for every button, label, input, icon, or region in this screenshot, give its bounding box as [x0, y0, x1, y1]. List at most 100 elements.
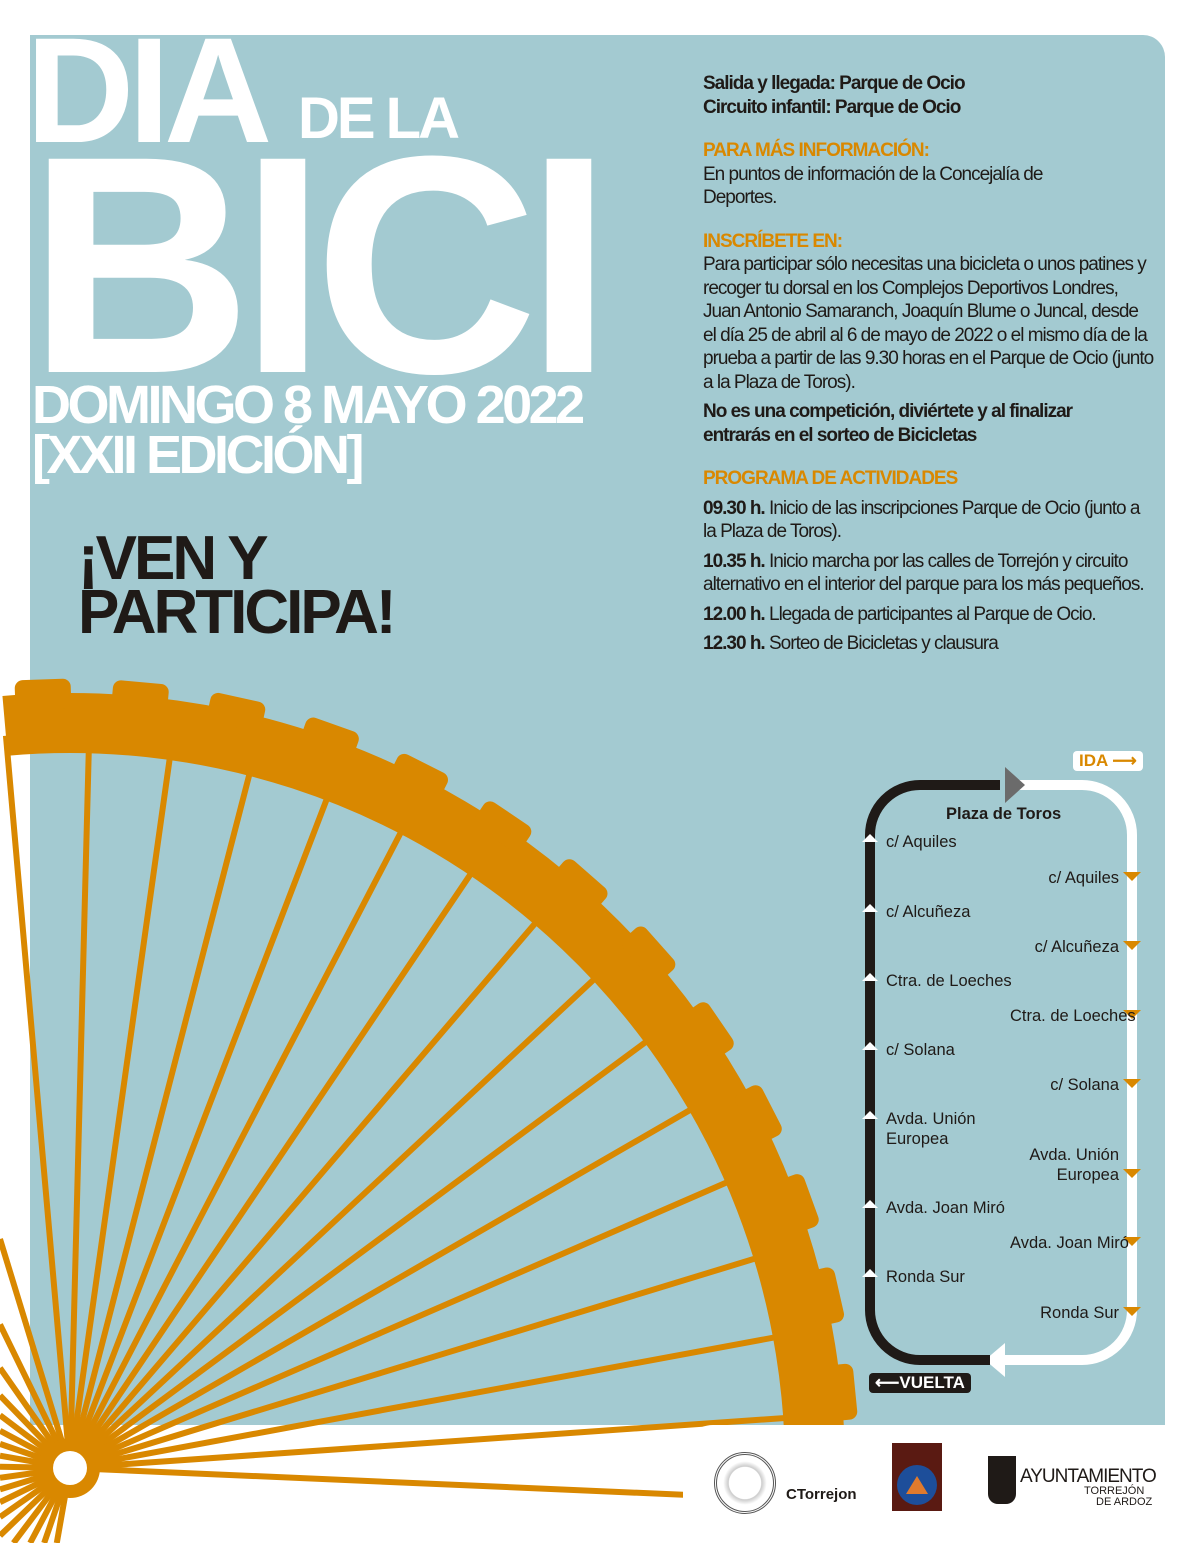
down-arrow-icon [1123, 872, 1141, 881]
wheel-spoke [0, 1238, 73, 1469]
arrow-left-icon: ⟵ [875, 1373, 900, 1392]
tire-knob [683, 1002, 734, 1060]
ida-street-label: c/ Solana [1050, 1076, 1119, 1094]
ida-street-label: c/ Aquiles [1048, 869, 1119, 887]
down-arrow-icon [1123, 1169, 1141, 1178]
down-arrow-icon [1123, 1237, 1141, 1246]
down-arrow-icon [1123, 1307, 1141, 1316]
start-arrow-icon [1005, 767, 1025, 803]
wheel-spoke [68, 1028, 663, 1471]
vuelta-street-label: Ctra. de Loeches [886, 972, 1012, 990]
slogan-line2: PARTICIPA! [78, 578, 397, 647]
program-item: 09.30 h. Inicio de las inscripciones Par… [703, 497, 1155, 544]
vuelta-street-label: c/ Aquiles [886, 833, 957, 851]
program-item: 12.30 h. Sorteo de Bicicletas y clausura [703, 632, 1155, 656]
wheel-spoke [67, 856, 484, 1470]
ida-path [1000, 780, 1137, 1365]
wheel-spoke [68, 1172, 746, 1471]
route-top-label: Plaza de Toros [946, 805, 1062, 823]
logo-proteccion-civil [892, 1443, 942, 1511]
down-arrow-icon [1123, 941, 1141, 950]
tire-knob [300, 717, 359, 761]
kids-info: Circuito infantil: Parque de Ocio [703, 96, 961, 118]
vuelta-street-label: Ronda Sur [886, 1268, 965, 1286]
edition: [XXII EDICIÓN] [32, 425, 365, 485]
logo-ayuntamiento-shield [988, 1456, 1016, 1504]
tire-knob [552, 859, 608, 913]
wheel-rim [2, 693, 845, 1496]
program-heading: PROGRAMA DE ACTIVIDADES [703, 468, 958, 489]
ida-end-arrow-icon [985, 1343, 1005, 1377]
tire-knob [622, 926, 676, 982]
title-bici: BICI [28, 91, 612, 438]
ida-tag: IDA ⟶ [1073, 751, 1143, 771]
slogan: ¡VEN Y PARTICIPA! [78, 524, 397, 647]
tire-knob [775, 1174, 819, 1233]
vuelta-street-label: Avda. Unión Europea [886, 1110, 976, 1148]
wheel-spoke [69, 1465, 805, 1504]
program-item: 10.35 h. Inicio marcha por las calles de… [703, 550, 1155, 597]
tire-knob [207, 692, 266, 732]
wheel-spoke [67, 739, 176, 1469]
up-arrow-icon [862, 904, 878, 912]
ida-street-label: c/ Alcuñeza [1034, 938, 1119, 956]
program-text: Inicio de las inscripciones Parque de Oc… [703, 497, 1140, 543]
program-item: 12.00 h. Llegada de participantes al Par… [703, 603, 1155, 627]
wheel-hub-center [53, 1451, 87, 1485]
notice: No es una competición, diviértete y al f… [703, 401, 1073, 446]
program-time: 12.00 h. [703, 603, 766, 625]
wheel-spoke [69, 1413, 804, 1471]
register-heading: INSCRÍBETE EN: [703, 230, 843, 252]
down-arrow-icon [1123, 1010, 1141, 1019]
program-text: Llegada de participantes al Parque de Oc… [769, 603, 1097, 625]
wheel-spoke [67, 814, 413, 1470]
wheel-spoke [69, 1250, 774, 1471]
wheel-spoke [69, 1331, 794, 1471]
more-info-text: En puntos de información de la Concejalí… [703, 163, 1043, 209]
logo-ayuntamiento-text: AYUNTAMIENTO TORREJÓN DE ARDOZ [1020, 1466, 1157, 1508]
wheel-spoke [67, 755, 257, 1469]
wheel-spoke [67, 780, 337, 1470]
tire-knob [389, 753, 448, 801]
register-text: Para participar sólo necesitas una bicic… [703, 254, 1154, 393]
start-info: Salida y llegada: Parque de Ocio [703, 73, 966, 94]
more-info-heading: PARA MÁS INFORMACIÓN: [703, 140, 930, 161]
program-time: 10.35 h. [703, 550, 766, 572]
wheel-spoke [67, 733, 93, 1469]
tire-knob [823, 1363, 858, 1422]
ida-street-label: Ctra. de Loeches [1010, 1007, 1136, 1025]
ardoz-label: DE ARDOZ [1096, 1496, 1153, 1508]
up-arrow-icon [862, 1042, 878, 1050]
tire-knob [111, 680, 169, 714]
torrejon-label: TORREJÓN [1084, 1485, 1145, 1497]
logo-ctorrejon: CTorrejon [786, 1486, 857, 1503]
title-dia: DÍA [26, 6, 272, 174]
up-arrow-icon [862, 1269, 878, 1277]
slogan-line1: ¡VEN Y [78, 524, 269, 593]
vuelta-street-label: c/ Solana [886, 1041, 955, 1059]
info-column: Salida y llegada: Parque de Ocio Circuit… [703, 72, 1155, 656]
up-arrow-icon [862, 834, 878, 842]
program-time: 12.30 h. [703, 633, 766, 654]
vuelta-street-label: Avda. Joan Miró [886, 1199, 1005, 1217]
vuelta-street-label: c/ Alcuñeza [886, 903, 971, 921]
up-arrow-icon [862, 1200, 878, 1208]
vuelta-tag: ⟵VUELTA [869, 1373, 971, 1393]
wheel-spoke [2, 735, 73, 1469]
program-list: 09.30 h. Inicio de las inscripciones Par… [703, 497, 1155, 656]
arrow-right-icon: ⟶ [1112, 751, 1137, 770]
tire-knob [805, 1267, 845, 1326]
program-text: Sorteo de Bicicletas y clausura [769, 633, 999, 654]
vuelta-label: VUELTA [899, 1373, 965, 1392]
down-arrow-icon [1123, 1079, 1141, 1088]
ayuntamiento-label: AYUNTAMIENTO [1020, 1466, 1157, 1487]
tire-knob [14, 678, 72, 711]
up-arrow-icon [862, 1111, 878, 1119]
program-time: 09.30 h. [703, 497, 766, 519]
logo-cat [714, 1452, 776, 1514]
proteccion-civil-emblem [897, 1465, 937, 1505]
tire-knob [474, 801, 532, 852]
ida-street-label: Avda. Joan Miró [1010, 1234, 1129, 1252]
ida-label: IDA [1079, 751, 1108, 770]
